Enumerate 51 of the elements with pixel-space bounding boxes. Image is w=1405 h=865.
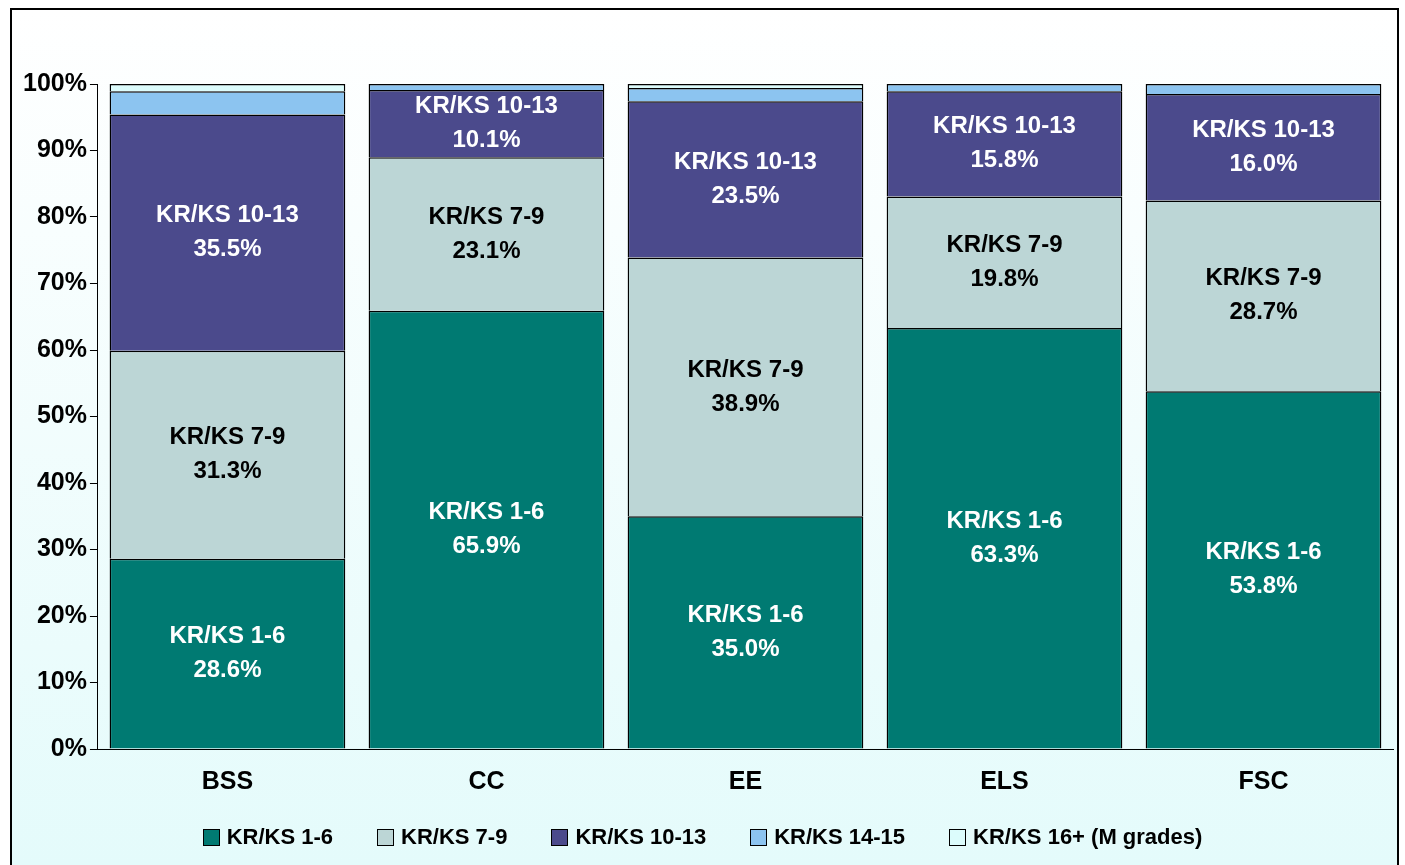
data-label: 16.0%: [1229, 148, 1298, 176]
x-tick-label: BSS: [201, 765, 254, 794]
text: KR/KS 1-6: [226, 824, 334, 849]
data-label: 35.5%: [193, 234, 262, 262]
y-tick-label: 100%: [22, 67, 87, 96]
y-tick-label: 90%: [36, 134, 87, 163]
text: KR/KS 1-6: [687, 600, 804, 627]
y-tick-label: 10%: [36, 666, 87, 695]
legend-label: KR/KS 10-13: [575, 824, 707, 850]
legend-label: KR/KS 14-15: [774, 824, 906, 850]
x-tick-label: ELS: [980, 765, 1029, 794]
text: KR/KS 1-6: [428, 497, 545, 525]
data-label: 35.0%: [711, 634, 780, 661]
text: KR/KS 10-13: [933, 111, 1076, 139]
data-label: 28.7%: [1229, 297, 1298, 325]
y-tick-label: 40%: [36, 466, 87, 495]
legend-label: KR/KS 7-9: [401, 824, 508, 850]
text: KR/KS 7-9: [169, 422, 286, 450]
x-tick-label: CC: [468, 765, 505, 794]
data-label: 19.8%: [970, 263, 1039, 291]
y-tick-label: 70%: [36, 267, 87, 296]
text: KR/KS 10-13: [1192, 114, 1335, 142]
data-label: 63.3%: [970, 539, 1039, 567]
data-label: 53.8%: [1229, 571, 1298, 599]
text: KR/KS 10-13: [674, 147, 817, 175]
y-tick-label: 50%: [36, 400, 87, 429]
text: KR/KS 1-6: [1205, 537, 1322, 565]
data-label: 31.3%: [193, 456, 262, 484]
data-label: 15.8%: [970, 145, 1039, 173]
data-label: 28.6%: [193, 655, 262, 683]
data-label: 23.5%: [711, 181, 780, 209]
data-label: 65.9%: [452, 531, 521, 559]
text: KR/KS 1-6: [169, 621, 286, 649]
text: KR/KS 7-9: [1205, 263, 1322, 291]
y-tick-label: 0%: [50, 732, 87, 761]
legend-label: KR/KS 16+ (M grades): [973, 824, 1203, 850]
text: KR/KS 7-9: [428, 201, 545, 229]
text: KR/KS 7-9: [687, 354, 804, 382]
text: KR/KS 10-13: [156, 200, 299, 228]
y-tick-label: 30%: [36, 533, 87, 562]
x-tick-label: EE: [728, 765, 763, 794]
data-label: 38.9%: [711, 388, 780, 416]
x-tick-label: FSC: [1238, 765, 1289, 794]
text: KR/KS 7-9: [946, 229, 1063, 257]
text: KR/KS 10-13: [415, 91, 558, 119]
series-label: KR/KS 1-6: [946, 505, 1063, 533]
y-tick-label: 80%: [36, 200, 87, 229]
data-label: 23.1%: [452, 235, 521, 263]
data-label: 10.1%: [452, 125, 521, 153]
y-tick-label: 60%: [36, 333, 87, 362]
y-tick-label: 20%: [36, 599, 87, 628]
